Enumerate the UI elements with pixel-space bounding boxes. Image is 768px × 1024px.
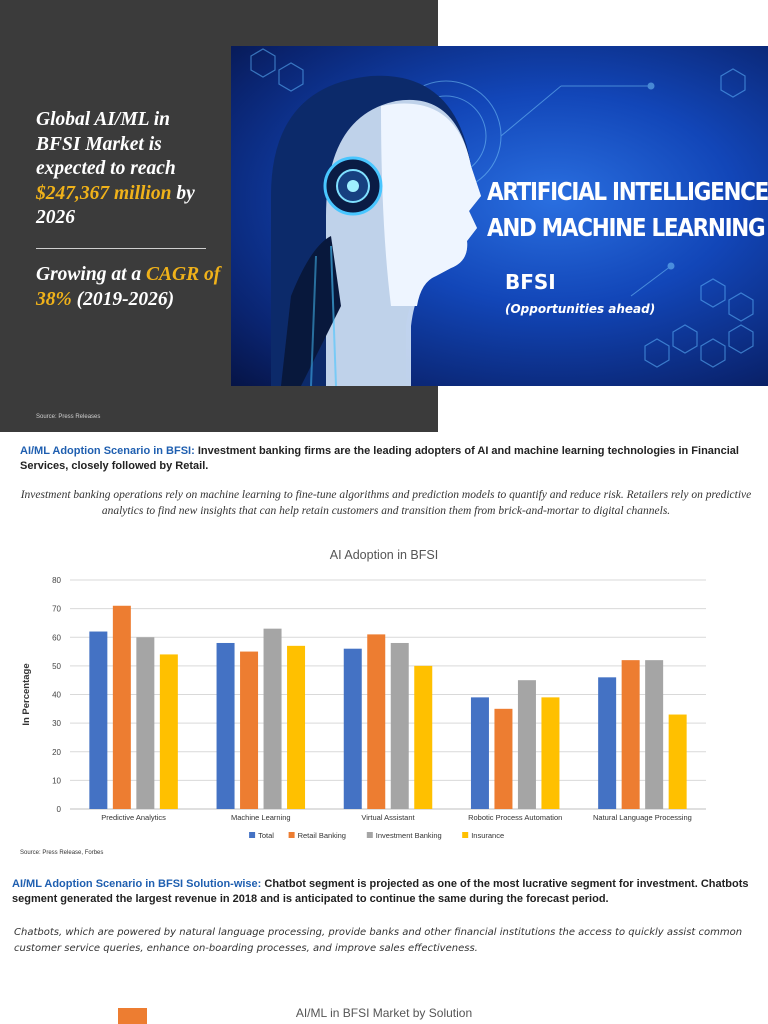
legend-swatch [462, 832, 469, 838]
y-tick-label: 50 [52, 662, 61, 671]
chart-bar [645, 660, 664, 809]
chart-bar [263, 628, 282, 809]
chart-bar [240, 651, 259, 809]
y-axis-label: In Percentage [21, 663, 32, 725]
hero-divider [36, 248, 206, 249]
y-tick-label: 70 [52, 605, 61, 614]
hero-line1-b: by 2026 [36, 182, 195, 229]
y-tick-label: 0 [57, 805, 62, 814]
chart-bar [470, 697, 489, 809]
chart-bar [112, 605, 131, 809]
robot-face-illustration [250, 48, 754, 386]
solution-chart-title: AI/ML in BFSI Market by Solution [295, 1006, 473, 1020]
hero-line1-a: Global AI/ML in BFSI Market is expected … [36, 109, 176, 179]
chart-bar [621, 660, 640, 809]
section1-key: AI/ML Adoption Scenario in BFSI: [20, 445, 195, 457]
hero-line1-highlight: $247,367 million [36, 182, 172, 204]
banner-title-line2: AND MACHINE LEARNING [487, 213, 766, 242]
chart-bar [668, 714, 687, 809]
legend-label: Insurance [471, 831, 504, 840]
solution-chart-bar [118, 1008, 147, 1024]
y-tick-label: 20 [52, 748, 61, 757]
chart-bar [494, 708, 513, 809]
ai-banner-image: ARTIFICIAL INTELLIGENCE AND MACHINE LEAR… [231, 46, 768, 386]
section1-italic: Investment banking operations rely on ma… [20, 489, 752, 517]
ai-adoption-chart: 0 10 20 30 40 50 60 70 80 In Percentage Predictive… [0, 570, 768, 850]
section1-lead: AI/ML Adoption Scenario in BFSI: Investm… [20, 444, 740, 474]
banner-title-line1: ARTIFICIAL INTELLIGENCE [487, 177, 768, 206]
chart-bar [367, 634, 386, 809]
y-tick-label: 10 [52, 776, 61, 785]
x-tick-label: Robotic Process Automation [468, 813, 562, 822]
hero-line2-a: Growing at a [36, 264, 146, 285]
x-tick-label: Predictive Analytics [101, 813, 166, 822]
hero-market-headline: Global AI/ML in BFSI Market is expected … [36, 108, 214, 231]
banner-subtitle: (Opportunities ahead) [505, 302, 656, 316]
chart-bar [89, 631, 108, 809]
y-tick-label: 80 [52, 576, 61, 585]
hero-line2-b: (2019-2026) [71, 288, 175, 310]
chart-bar [598, 677, 617, 809]
y-tick-label: 40 [52, 691, 61, 700]
y-tick-label: 30 [52, 719, 61, 728]
section2-text: Chatbot segment is projected as one of t… [12, 878, 749, 905]
x-tick-label: Natural Language Processing [593, 813, 692, 822]
y-tick-label: 60 [52, 633, 61, 642]
chart-bar [390, 642, 409, 809]
section2-italic: Chatbots, which are powered by natural l… [14, 927, 743, 954]
chart-bar [159, 654, 178, 809]
banner-title: ARTIFICIAL INTELLIGENCE AND MACHINE LEAR… [487, 174, 768, 246]
x-tick-label: Machine Learning [231, 813, 291, 822]
chart-source: Source: Press Release, Forbes [20, 850, 104, 856]
chart-title: AI Adoption in BFSI [329, 548, 439, 562]
x-tick-label: Virtual Assistant [361, 813, 415, 822]
section2-key: AI/ML Adoption Scenario in BFSI Solution… [12, 878, 262, 890]
chart-bar [136, 637, 155, 809]
chart-bar [517, 680, 536, 809]
hero-line2-highlight: CAGR of 38% [36, 264, 221, 310]
chart-bar [287, 645, 306, 809]
section1-text: Investment banking firms are the leading… [20, 445, 739, 472]
legend-label: Total [258, 831, 274, 840]
hero-cagr-headline: Growing at a CAGR of 38% (2019-2026) [36, 263, 226, 312]
banner-bfsi: BFSI [505, 270, 556, 294]
legend-label: Investment Banking [376, 831, 442, 840]
chart-svg: 0 10 20 30 40 50 60 70 80 In Percentage Predictive… [21, 576, 706, 840]
chart-bar [343, 648, 362, 809]
legend-swatch [249, 832, 256, 838]
chart-bar [414, 665, 433, 809]
legend-swatch [288, 832, 295, 838]
hero-source: Source: Press Releases [36, 414, 101, 420]
chart-bar [541, 697, 560, 809]
section2-lead: AI/ML Adoption Scenario in BFSI Solution… [12, 877, 758, 907]
legend-swatch [366, 832, 373, 838]
chart-bar [216, 642, 235, 809]
legend-label: Retail Banking [298, 831, 346, 840]
